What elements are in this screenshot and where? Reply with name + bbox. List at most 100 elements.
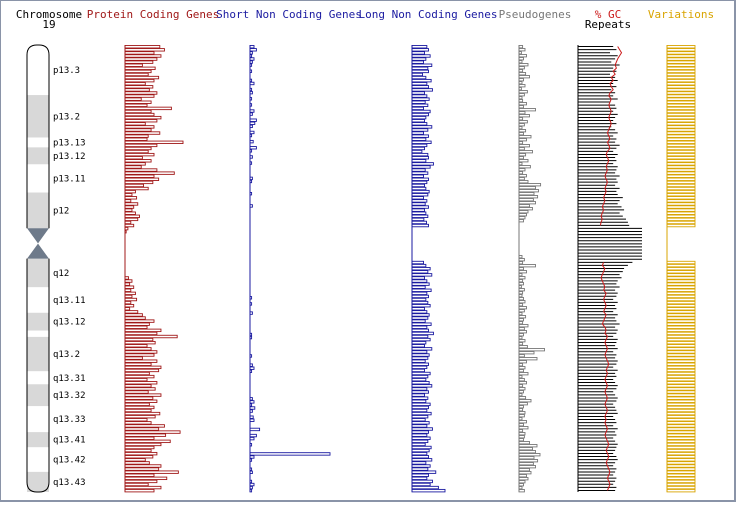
variations-bar	[666, 455, 696, 459]
variations-bar	[666, 106, 696, 111]
protein-bar	[124, 54, 162, 58]
variations-bar	[666, 267, 696, 271]
variations-bar	[666, 467, 696, 471]
variations-bar	[666, 54, 696, 58]
short-bar	[249, 69, 253, 73]
variations-bar	[666, 260, 696, 265]
pseudo-bar	[518, 306, 527, 310]
pseudo-bar	[518, 45, 524, 49]
short-bar	[249, 296, 253, 300]
pseudo-bar	[518, 261, 524, 265]
variations-bar	[666, 411, 696, 416]
protein-bar	[124, 344, 148, 348]
protein-bar	[124, 128, 152, 132]
pseudo-bar	[518, 183, 542, 187]
pseudo-bar	[518, 333, 524, 337]
variations-bar	[666, 180, 696, 185]
variations-bar	[666, 396, 696, 400]
variations-bar	[666, 205, 696, 209]
variations-bar	[666, 442, 696, 447]
variations-bar	[666, 88, 696, 92]
chromosome-band	[27, 471, 49, 492]
short-bar	[249, 57, 255, 61]
variations-bar	[666, 217, 696, 222]
short-bar	[249, 455, 255, 459]
long-bar	[411, 448, 430, 453]
pseudo-bar	[518, 186, 536, 190]
variations-bar	[666, 368, 696, 373]
protein-bar	[124, 220, 132, 225]
long-bar	[411, 359, 426, 363]
pseudo-bar	[518, 330, 527, 334]
long-bar	[411, 137, 427, 141]
pseudo-bar	[518, 300, 526, 304]
protein-bar	[124, 109, 152, 114]
long-bar	[411, 217, 425, 222]
protein-bar	[124, 189, 136, 194]
pseudo-bar	[518, 153, 527, 157]
long-bar	[411, 455, 429, 459]
variations-bar	[666, 365, 696, 370]
long-bar	[411, 106, 425, 111]
short-bar	[249, 433, 257, 438]
long-bar	[411, 202, 426, 206]
long-bar	[411, 205, 429, 209]
long-bar	[411, 399, 427, 403]
long-bar	[411, 270, 429, 274]
long-bar	[411, 368, 425, 373]
variations-bar	[666, 174, 696, 178]
long-bar	[411, 331, 434, 336]
variations-bar	[666, 85, 696, 89]
pseudo-bar	[518, 297, 524, 301]
protein-bar	[124, 174, 155, 178]
chromosome-band	[27, 192, 49, 229]
long-bar	[411, 467, 429, 471]
pseudo-bar	[518, 390, 524, 394]
protein-bar	[124, 69, 152, 74]
long-bar	[411, 387, 428, 391]
variations-bar	[666, 448, 696, 453]
pseudo-bar	[518, 312, 523, 316]
repeats-label: Repeats	[585, 18, 631, 31]
pseudo-bar	[518, 468, 530, 472]
chromosome-band	[27, 371, 49, 385]
variations-bar	[666, 91, 696, 95]
long-bar	[411, 371, 431, 376]
variations-bar	[666, 72, 696, 77]
band-label: p13.2	[53, 112, 80, 122]
protein-bar	[124, 106, 172, 111]
chromosome-band	[27, 287, 49, 313]
band-label: q13.31	[53, 374, 86, 384]
long-bar	[411, 279, 428, 283]
protein-bar	[124, 377, 148, 382]
short-bar	[249, 121, 256, 125]
band-label: p13.11	[53, 174, 86, 184]
long-bar	[411, 211, 427, 215]
protein-bar	[124, 445, 155, 450]
protein-bar	[124, 91, 158, 95]
long-bar	[411, 119, 425, 123]
long-bar	[411, 208, 425, 212]
chromosome-band	[27, 330, 49, 337]
pseudo-bar	[518, 384, 524, 388]
protein-bar	[124, 476, 168, 481]
short-bar	[249, 363, 253, 367]
variations-bar	[666, 313, 696, 317]
short-bar	[249, 335, 253, 340]
long-bar	[411, 482, 431, 487]
long-bar	[411, 75, 427, 80]
long-bar	[411, 310, 428, 314]
pseudo-bar	[518, 66, 525, 70]
long-bar	[411, 174, 425, 178]
protein-bar	[124, 421, 152, 425]
long-bar	[411, 451, 428, 456]
band-label: q13.11	[53, 296, 86, 306]
pseudo-bar	[518, 204, 530, 208]
pseudo-bar	[518, 267, 524, 271]
variations-bar	[666, 162, 696, 166]
pseudo-bar	[518, 156, 524, 160]
variations-bar	[666, 479, 696, 484]
variations-bar	[666, 356, 696, 360]
variations-bar	[666, 353, 696, 357]
